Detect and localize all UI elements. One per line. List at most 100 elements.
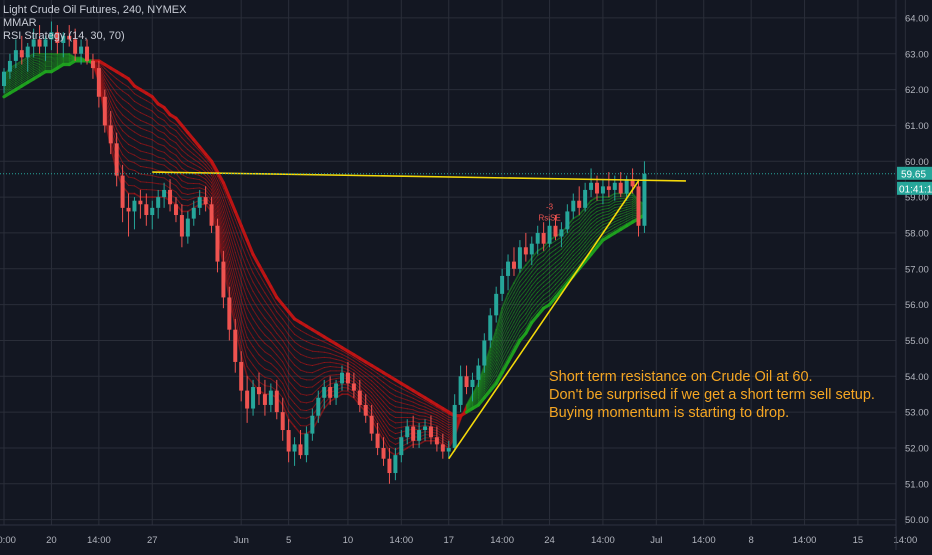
- y-tick-label: 55.00: [905, 336, 929, 347]
- ribbon-segment: [579, 219, 585, 226]
- ribbon-segment: [389, 387, 395, 391]
- ribbon-segment: [621, 214, 627, 216]
- ribbon-segment: [419, 409, 425, 411]
- ribbon-segment: [188, 149, 194, 154]
- ribbon-segment: [603, 203, 609, 204]
- ribbon-segment: [555, 249, 561, 254]
- indicator-rsi-strategy-label[interactable]: RSI Strategy (14, 30, 70): [3, 30, 186, 43]
- ribbon-segment: [413, 398, 419, 401]
- ribbon-segment: [389, 419, 395, 423]
- signal-name-label: RsiSE: [538, 213, 560, 222]
- ribbon-segment: [176, 149, 182, 156]
- ribbon-segment: [389, 403, 395, 407]
- ribbon-segment: [123, 139, 129, 145]
- ribbon-segment: [526, 309, 532, 319]
- ribbon-segment: [277, 355, 283, 362]
- candle-body: [293, 444, 297, 451]
- ribbon-segment: [573, 215, 579, 219]
- indicator-mmar-label[interactable]: MMAR: [3, 17, 186, 30]
- candle-body: [322, 387, 326, 398]
- ribbon-segment: [306, 401, 312, 403]
- ribbon-segment: [158, 131, 164, 134]
- ribbon-segment: [259, 319, 265, 327]
- symbol-title[interactable]: Light Crude Oil Futures, 240, NYMEX: [3, 4, 186, 17]
- x-tick-label: 24: [544, 535, 555, 546]
- ribbon-segment: [378, 373, 384, 377]
- resistance-trendline[interactable]: [152, 172, 686, 181]
- ribbon-segment: [188, 198, 194, 200]
- ribbon-segment: [526, 286, 532, 295]
- ribbon-segment: [34, 60, 40, 61]
- ribbon-segment: [312, 358, 318, 359]
- ribbon-segment: [140, 166, 146, 167]
- ribbon-segment: [170, 145, 176, 149]
- ribbon-segment: [289, 412, 295, 419]
- ribbon-segment: [158, 137, 164, 139]
- ribbon-segment: [579, 231, 585, 238]
- ribbon-segment: [585, 208, 591, 215]
- ribbon-segment: [312, 337, 318, 340]
- ribbon-segment: [123, 163, 129, 169]
- x-tick-label: Jun: [234, 535, 249, 546]
- ribbon-segment: [301, 402, 307, 403]
- ribbon-segment: [247, 328, 253, 338]
- ribbon-segment: [301, 394, 307, 395]
- candle-body: [613, 183, 617, 190]
- ribbon-segment: [51, 56, 57, 57]
- ribbon-segment: [289, 319, 295, 326]
- ribbon-segment: [265, 377, 271, 379]
- ribbon-segment: [123, 99, 129, 103]
- ribbon-segment: [265, 310, 271, 318]
- ribbon-segment: [579, 223, 585, 230]
- candle-body: [642, 174, 646, 226]
- ribbon-segment: [555, 241, 561, 245]
- candle-body: [364, 405, 368, 416]
- ribbon-segment: [526, 290, 532, 299]
- ribbon-segment: [277, 340, 283, 347]
- ribbon-segment: [140, 143, 146, 145]
- ribbon-segment: [336, 356, 342, 358]
- ribbon-segment: [508, 317, 514, 328]
- ribbon-segment: [306, 349, 312, 351]
- ribbon-segment: [324, 347, 330, 349]
- ribbon-segment: [597, 203, 603, 204]
- ribbon-segment: [271, 325, 277, 333]
- ribbon-segment: [312, 382, 318, 387]
- ribbon-segment: [253, 291, 259, 301]
- ribbon-segment: [152, 183, 158, 184]
- ribbon-segment: [129, 136, 135, 140]
- y-tick-label: 63.00: [905, 49, 929, 60]
- strategy-signal: -3 RsiSE: [538, 203, 560, 223]
- ribbon-segment: [301, 354, 307, 357]
- ribbon-segment: [621, 207, 627, 209]
- ribbon-segment: [567, 243, 573, 250]
- ribbon-segment: [615, 201, 621, 202]
- ribbon-segment: [129, 87, 135, 94]
- y-tick-label: 54.00: [905, 372, 929, 383]
- ribbon-segment: [312, 376, 318, 380]
- ribbon-segment: [152, 133, 158, 138]
- price-tags: 59.65 01:41:14: [897, 167, 932, 196]
- ribbon-segment: [253, 301, 259, 310]
- ribbon-segment: [384, 426, 390, 435]
- ribbon-segment: [508, 293, 514, 304]
- ribbon-segment: [200, 180, 206, 183]
- candle-body: [251, 387, 255, 409]
- ribbon-segment: [508, 312, 514, 323]
- ribbon-segment: [295, 388, 301, 394]
- candle-body: [275, 391, 279, 413]
- ribbon-segment: [342, 388, 348, 389]
- ribbon-segment: [544, 295, 550, 299]
- ribbon-segment: [176, 174, 182, 181]
- ribbon-segment: [389, 382, 395, 386]
- ribbon-segment: [277, 312, 283, 319]
- ribbon-segment: [140, 113, 146, 116]
- text-annotation[interactable]: Short term resistance on Crude Oil at 60…: [549, 368, 875, 422]
- ribbon-segment: [627, 204, 633, 205]
- candle-body: [553, 226, 557, 237]
- ribbon-segment: [419, 401, 425, 404]
- ribbon-segment: [389, 435, 395, 439]
- ribbon-segment: [241, 327, 247, 347]
